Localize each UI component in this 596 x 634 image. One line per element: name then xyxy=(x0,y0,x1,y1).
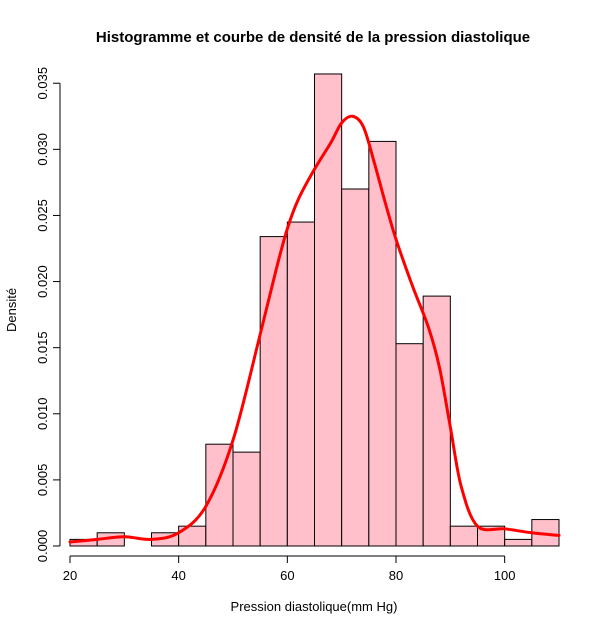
x-axis-label: Pression diastolique(mm Hg) xyxy=(231,599,398,614)
x-tick-label: 100 xyxy=(494,568,516,583)
x-axis: 20 40 60 80 100 xyxy=(63,555,516,583)
x-tick-label: 60 xyxy=(280,568,294,583)
y-tick-label: 0.020 xyxy=(35,265,50,298)
x-tick-label: 20 xyxy=(63,568,77,583)
y-tick-label: 0.000 xyxy=(35,530,50,563)
histogram-bar xyxy=(341,188,370,547)
y-axis: 0.000 0.005 0.010 0.015 0.020 0.025 0.030 0.035 xyxy=(35,67,61,563)
histogram-bar xyxy=(368,140,397,547)
histogram-bar xyxy=(286,221,316,547)
histogram-bar xyxy=(422,295,451,547)
histogram-bars xyxy=(69,73,560,547)
histogram-bar xyxy=(259,236,288,547)
x-tick-label: 80 xyxy=(389,568,403,583)
histogram-bar xyxy=(504,538,533,547)
chart-title: Histogramme et courbe de densité de la p… xyxy=(96,29,530,46)
y-tick-label: 0.010 xyxy=(35,398,50,431)
y-tick-label: 0.025 xyxy=(35,199,50,232)
histogram-bar xyxy=(449,525,479,547)
histogram-bar xyxy=(395,343,424,547)
y-axis-label: Densité xyxy=(4,288,19,332)
histogram-bar xyxy=(205,443,234,547)
y-tick-label: 0.030 xyxy=(35,133,50,166)
x-tick-label: 40 xyxy=(171,568,185,583)
y-tick-label: 0.005 xyxy=(35,464,50,497)
density-curve xyxy=(68,114,561,544)
histogram-bar xyxy=(232,451,261,547)
y-tick-label: 0.015 xyxy=(35,331,50,364)
histogram-bar xyxy=(314,73,343,547)
histogram-bar xyxy=(477,525,506,547)
y-tick-label: 0.035 xyxy=(35,67,50,100)
